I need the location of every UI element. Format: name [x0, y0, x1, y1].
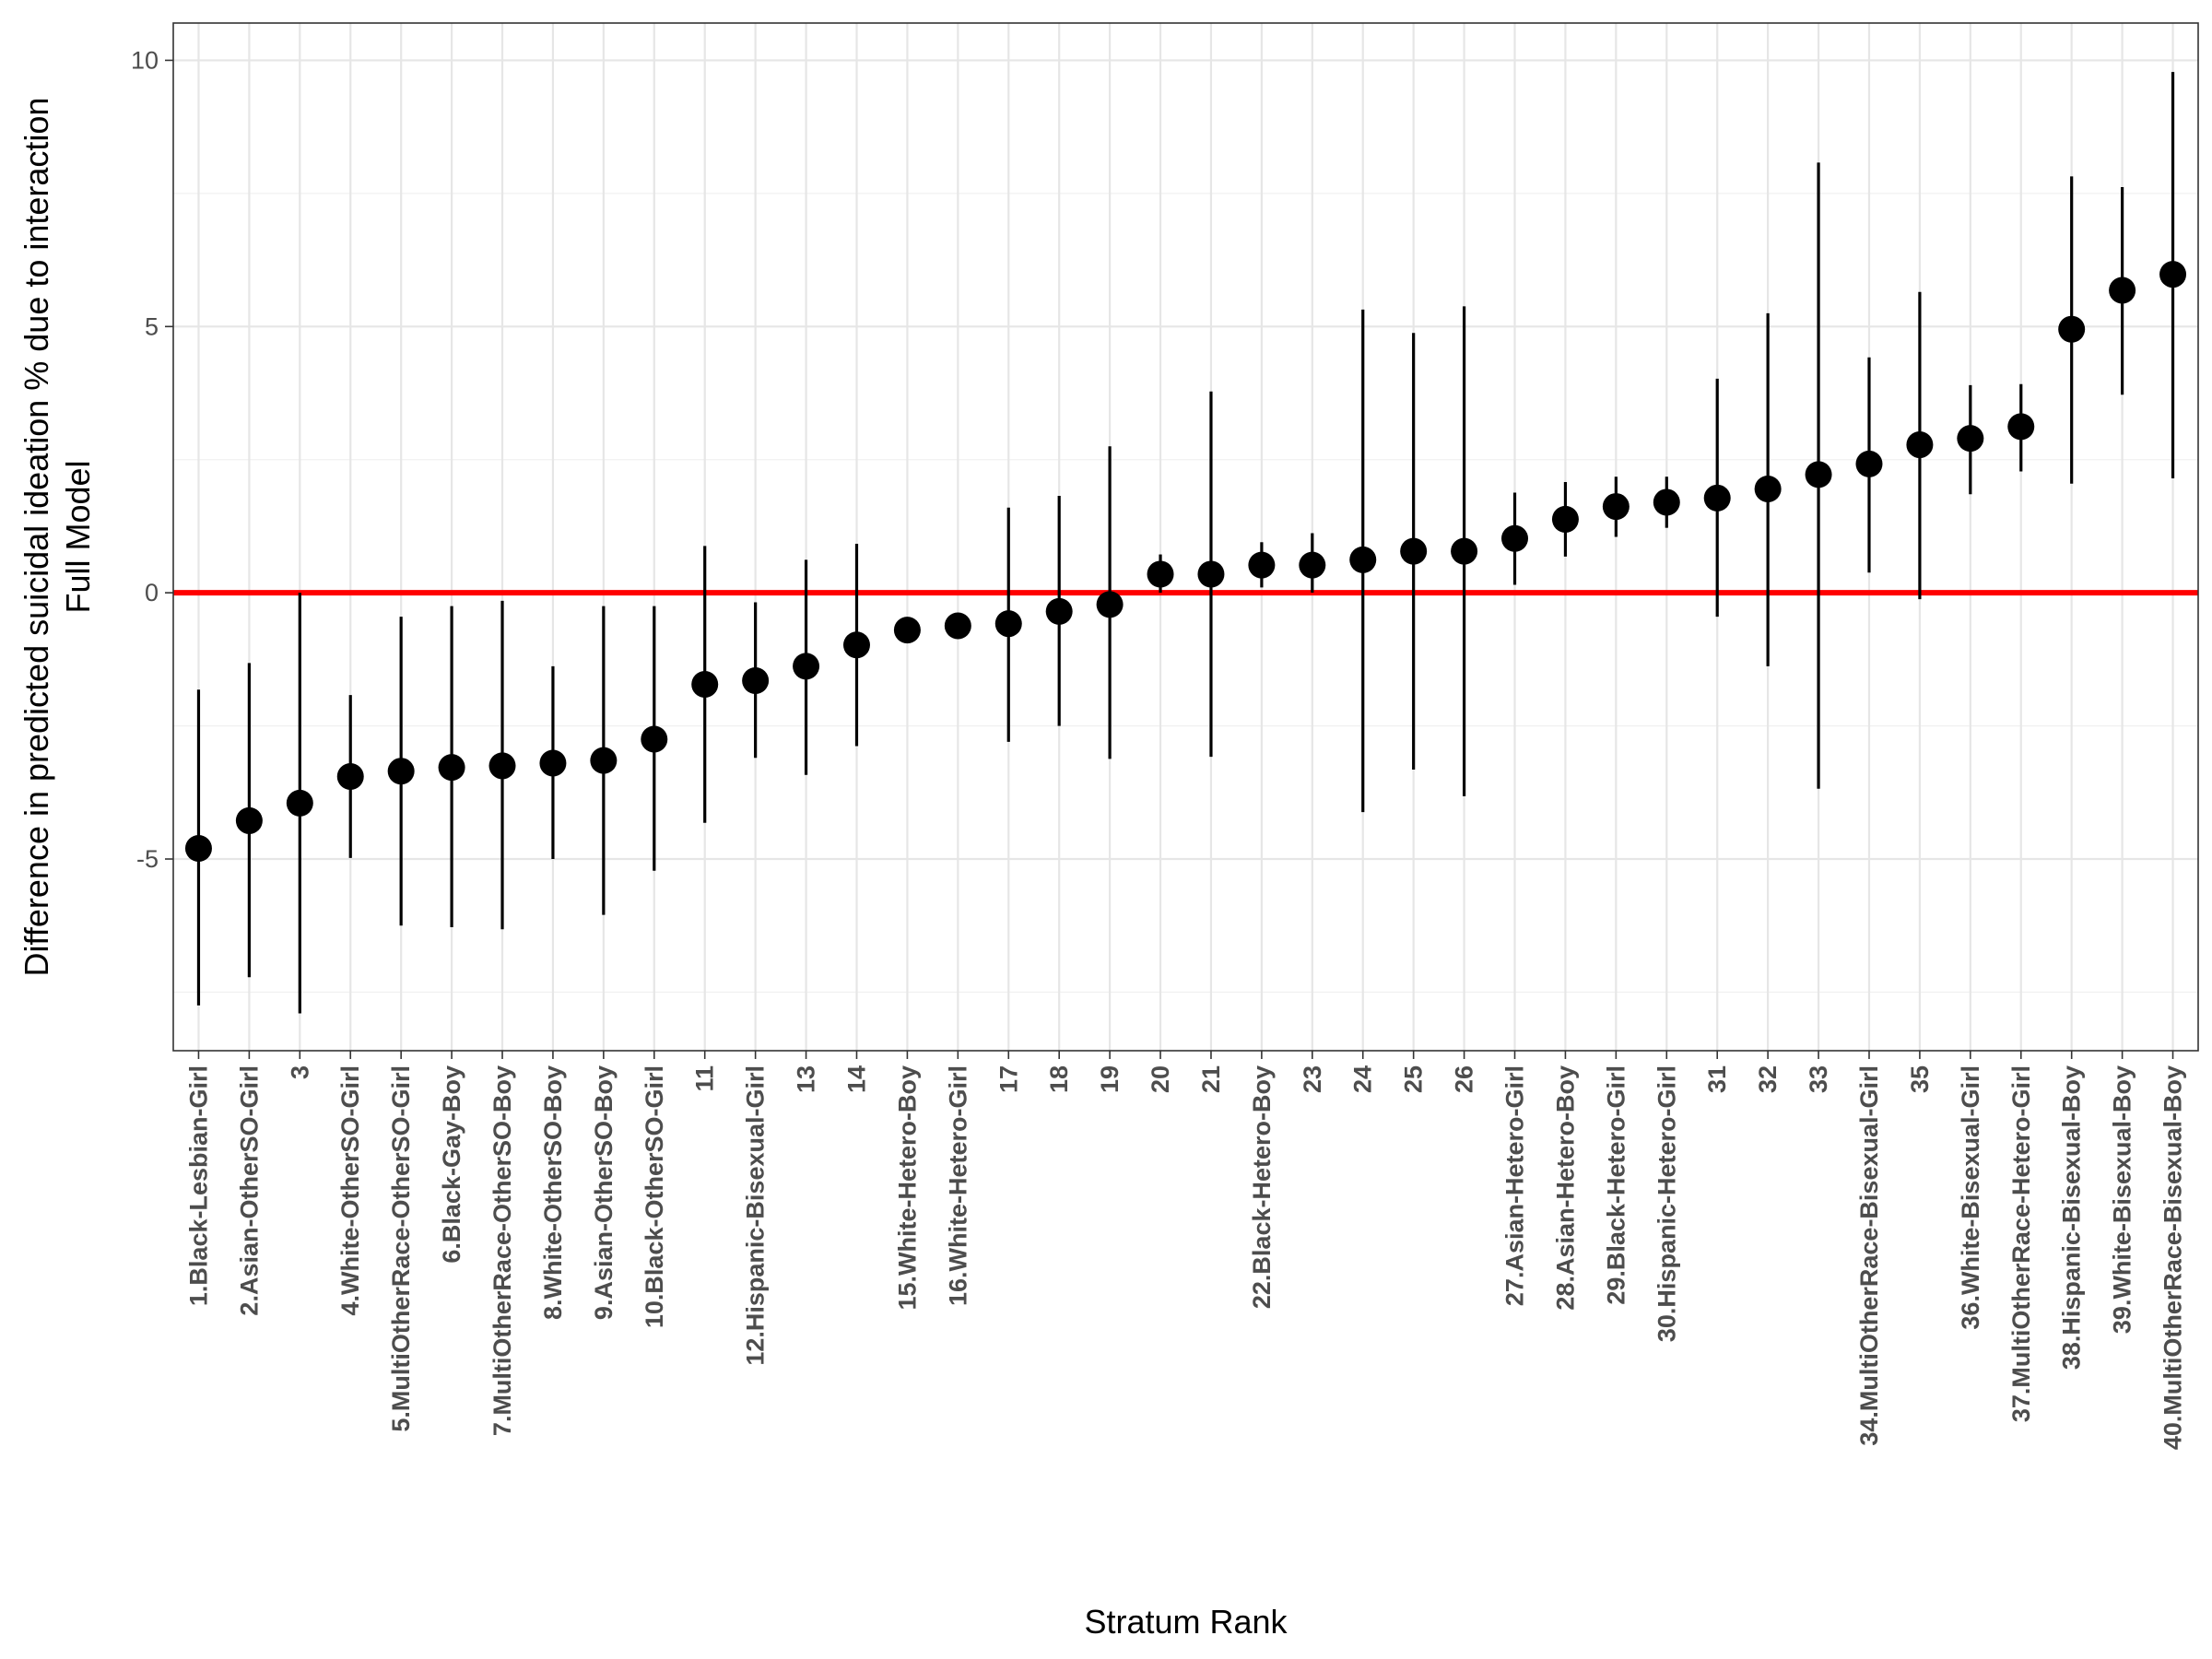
data-point	[641, 725, 668, 753]
x-tick-label: 3	[286, 1065, 313, 1079]
y-tick-label: 0	[145, 579, 159, 606]
y-axis-ticks: -5 0 5 10	[131, 46, 173, 873]
x-tick-label: 31	[1703, 1065, 1731, 1093]
x-axis-title: Stratum Rank	[1084, 1603, 1288, 1641]
data-point	[793, 653, 820, 680]
data-point	[336, 762, 364, 790]
x-tick-label: 6.Black-Gay-Boy	[438, 1065, 465, 1264]
point-group	[184, 261, 2187, 862]
data-point	[1147, 560, 1174, 588]
x-tick-label: 34.MultiOtherRace-Bisexual-Girl	[1855, 1065, 1883, 1446]
data-point	[1551, 505, 1579, 533]
x-tick-label: 27.Asian-Hetero-Girl	[1501, 1065, 1529, 1306]
data-point	[184, 834, 212, 862]
data-point	[1703, 484, 1731, 512]
x-tick-label: 40.MultiOtherRace-Bisexual-Boy	[2159, 1065, 2187, 1450]
x-tick-label: 7.MultiOtherRace-OtherSO-Boy	[488, 1065, 516, 1436]
x-tick-label: 11	[691, 1065, 719, 1092]
x-tick-label: 29.Black-Hetero-Girl	[1602, 1065, 1630, 1305]
data-point	[590, 747, 618, 774]
x-tick-label: 16.White-Hetero-Girl	[944, 1065, 971, 1306]
x-tick-label: 2.Asian-OtherSO-Girl	[235, 1065, 263, 1316]
data-point	[1349, 546, 1377, 573]
x-tick-label: 13	[793, 1065, 820, 1093]
data-point	[488, 752, 516, 780]
x-tick-label: 1.Black-Lesbian-Girl	[184, 1065, 212, 1306]
x-tick-label: 17	[994, 1065, 1022, 1093]
data-point	[1045, 597, 1073, 625]
data-point	[1653, 488, 1680, 516]
data-point	[1855, 450, 1883, 477]
data-point	[235, 806, 263, 834]
data-point	[842, 631, 870, 659]
data-point	[944, 612, 971, 640]
data-point	[1906, 431, 1934, 459]
x-tick-label: 32	[1754, 1065, 1782, 1093]
data-point	[1754, 476, 1782, 503]
data-point	[539, 749, 567, 777]
x-tick-label: 5.MultiOtherRace-OtherSO-Girl	[387, 1065, 415, 1432]
x-tick-label: 15.White-Hetero-Boy	[893, 1065, 921, 1311]
data-point	[893, 617, 921, 644]
data-point	[438, 754, 465, 782]
x-tick-label: 30.Hispanic-Hetero-Girl	[1653, 1065, 1680, 1342]
x-axis-ticks: 1.Black-Lesbian-Girl 2.Asian-OtherSO-Girl…	[184, 1051, 2187, 1450]
x-tick-label: 23	[1299, 1065, 1326, 1093]
x-tick-label: 20	[1147, 1065, 1174, 1093]
y-axis-title-line-2: Full Model	[59, 460, 97, 613]
x-tick-label: 28.Asian-Hetero-Boy	[1551, 1065, 1579, 1311]
data-point	[1957, 425, 1984, 453]
data-point	[1501, 524, 1529, 552]
x-tick-label: 24	[1349, 1065, 1377, 1093]
y-axis-title-line-1: Difference in predicted suicidal ideatio…	[18, 98, 55, 977]
grid	[173, 23, 2198, 1051]
x-tick-label: 4.White-OtherSO-Girl	[336, 1065, 364, 1316]
data-point	[1197, 560, 1225, 588]
x-tick-label: 35	[1906, 1065, 1934, 1093]
x-tick-label: 22.Black-Hetero-Boy	[1248, 1065, 1276, 1309]
x-tick-label: 25	[1400, 1065, 1428, 1093]
data-point	[1451, 537, 1478, 565]
x-tick-label: 8.White-OtherSO-Boy	[539, 1065, 567, 1320]
x-tick-label: 37.MultiOtherRace-Hetero-Girl	[2007, 1065, 2035, 1422]
x-tick-label: 39.White-Bisexual-Boy	[2109, 1065, 2136, 1334]
y-tick-label: 5	[145, 312, 159, 340]
interval-group	[196, 72, 2175, 1014]
x-tick-label: 26	[1451, 1065, 1478, 1093]
data-point	[1248, 551, 1276, 579]
data-point	[2007, 413, 2035, 441]
data-point	[994, 610, 1022, 638]
data-point	[387, 758, 415, 785]
x-tick-label: 19	[1096, 1065, 1124, 1093]
x-tick-label: 9.Asian-OtherSO-Boy	[590, 1065, 618, 1320]
data-point	[1299, 551, 1326, 579]
x-tick-label: 18	[1045, 1065, 1073, 1093]
x-tick-label: 21	[1197, 1065, 1225, 1093]
data-point	[2109, 276, 2136, 304]
data-point	[1400, 537, 1428, 565]
data-point	[1805, 461, 1832, 488]
y-tick-label: 10	[131, 46, 159, 74]
x-tick-label: 36.White-Bisexual-Girl	[1957, 1065, 1984, 1330]
data-point	[691, 671, 719, 699]
data-point	[286, 789, 313, 817]
y-tick-label: -5	[136, 845, 159, 873]
x-tick-label: 14	[842, 1065, 870, 1093]
data-point	[742, 666, 770, 694]
x-tick-label: 38.Hispanic-Bisexual-Boy	[2058, 1065, 2086, 1370]
data-point	[1096, 591, 1124, 618]
data-point	[2159, 261, 2187, 288]
data-point	[1602, 493, 1630, 521]
x-tick-label: 12.Hispanic-Bisexual-Girl	[742, 1065, 770, 1366]
panel-border	[172, 22, 2199, 1052]
x-tick-label: 33	[1805, 1065, 1832, 1093]
data-point	[2058, 315, 2086, 343]
x-tick-label: 10.Black-OtherSO-Girl	[641, 1065, 668, 1328]
